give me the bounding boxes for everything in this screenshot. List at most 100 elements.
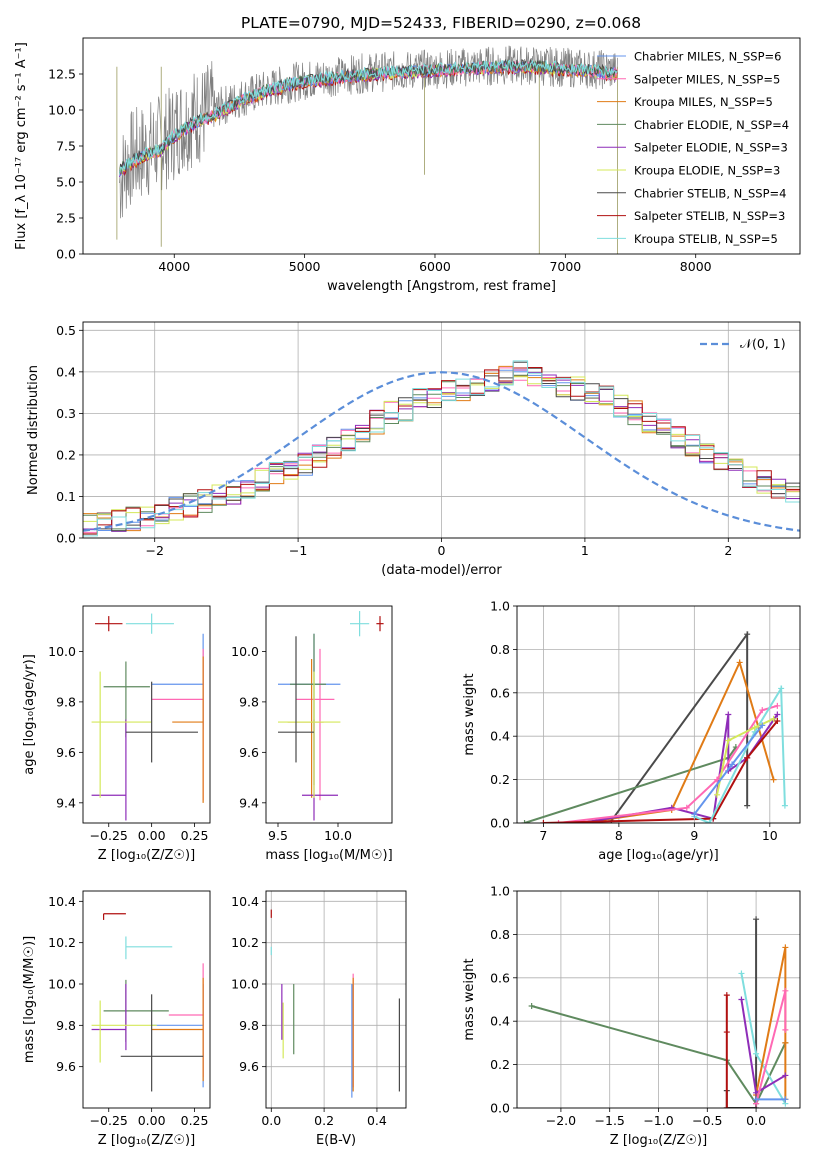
mass-weight-marker — [782, 944, 789, 951]
mass-weight-marker — [528, 1003, 535, 1010]
y-axis-label: age [log₁₀(age/yr)] — [22, 654, 37, 775]
y-tick-label: 9.6 — [239, 1059, 259, 1074]
mass-weight-line — [543, 720, 779, 823]
x-tick-label: 10.0 — [324, 828, 352, 843]
y-tick-label: 0.8 — [490, 642, 510, 657]
mass-weight-marker — [744, 631, 751, 638]
mass-weight-marker — [723, 1105, 730, 1108]
mass-weight-marker — [729, 761, 736, 768]
y-tick-label: 9.4 — [56, 795, 76, 810]
y-tick-label: 9.6 — [239, 745, 259, 760]
axes-frame — [82, 605, 211, 824]
normal-curve — [83, 371, 800, 532]
panel-weight-vs-Z: −2.0 −1.5 −1.0 −0.5 0.0 0.0 0.2 0.4 0.6 0.8 1.0 Z [… — [462, 884, 801, 1148]
x-axis-label: E(B-V) — [316, 1133, 356, 1148]
y-tick-label: 9.6 — [56, 745, 76, 760]
y-tick-label: 0.3 — [56, 406, 76, 421]
x-tick-label: 0.2 — [314, 1113, 334, 1128]
mass-weight-marker — [691, 811, 698, 818]
y-tick-label: 1.0 — [490, 884, 510, 899]
legend-label: Chabrier ELODIE, N_SSP=4 — [634, 118, 789, 132]
legend-label: 𝒩(0, 1) — [740, 336, 786, 351]
mass-weight-marker — [753, 1050, 760, 1057]
axes-frame — [516, 890, 801, 1109]
x-axis-label: Z [log₁₀(Z/Z☉)] — [610, 1133, 707, 1148]
y-tick-label: 10.4 — [48, 894, 76, 909]
mass-weight-marker — [713, 776, 720, 783]
y-tick-label: 0.1 — [56, 489, 76, 504]
residual-histogram — [83, 369, 800, 532]
y-tick-label: 0.0 — [490, 816, 510, 831]
axes-frame — [265, 890, 407, 1109]
x-axis-label: mass [log₁₀(M/M☉)] — [265, 848, 392, 863]
mass-weight-marker — [770, 776, 777, 783]
x-tick-label: −0.25 — [90, 828, 128, 843]
mass-weight-marker — [782, 1026, 789, 1033]
y-tick-label: 10.0 — [231, 644, 259, 659]
axes-frame — [82, 37, 801, 255]
mass-weight-marker — [770, 715, 777, 722]
y-tick-label: 0.2 — [56, 447, 76, 462]
y-axis-label: Normed distribution — [26, 365, 41, 495]
x-tick-label: −0.25 — [90, 1113, 128, 1128]
x-tick-label: 1 — [581, 543, 589, 558]
x-tick-label: −1.5 — [595, 1113, 625, 1128]
x-axis-label: Z [log₁₀(Z/Z☉)] — [98, 1133, 195, 1148]
panel-weight-vs-age: 7 8 9 10 0.0 0.2 0.4 0.6 0.8 1.0 age [log₁₀(age/yr… — [462, 599, 801, 863]
mass-weight-line — [531, 1005, 787, 1106]
mass-weight-marker — [759, 707, 766, 714]
panel-spectrum: 4000 5000 6000 7000 8000 0.0 2.5 5.0 7.5 10.0 12.5… — [14, 37, 801, 294]
mass-weight-marker — [774, 718, 781, 725]
residual-histogram — [83, 360, 800, 537]
y-tick-label: 7.5 — [56, 139, 76, 154]
x-axis-label: wavelength [Angstrom, rest frame] — [327, 279, 556, 294]
x-tick-label: 5000 — [289, 259, 321, 274]
legend-label: Chabrier MILES, N_SSP=6 — [634, 50, 781, 64]
x-tick-label: 0.0 — [261, 1113, 281, 1128]
panel-age-vs-mass: 9.5 10.0 9.4 9.6 9.8 10.0 mass [log₁₀(M/M☉)] — [231, 605, 393, 863]
x-tick-label: 0.0 — [746, 1113, 766, 1128]
y-tick-label: 0.0 — [56, 247, 76, 262]
y-tick-label: 0.6 — [490, 685, 510, 700]
mass-weight-marker — [723, 1029, 730, 1036]
x-tick-label: 9.5 — [268, 828, 288, 843]
mass-weight-marker — [723, 992, 730, 999]
y-tick-label: 0.4 — [56, 364, 76, 379]
mass-weight-marker — [753, 916, 760, 923]
x-tick-label: −2 — [145, 543, 163, 558]
panel-mass-vs-Z: −0.25 0.00 0.25 9.6 9.8 10.0 10.2 10.4 Z [log₁₀(… — [22, 890, 211, 1148]
x-tick-label: 10 — [762, 828, 778, 843]
y-tick-label: 9.8 — [56, 1018, 76, 1033]
plot-area-spectrum — [116, 45, 618, 254]
mass-weight-marker — [782, 1096, 789, 1103]
mass-weight-line — [524, 746, 737, 823]
mass-weight-line — [581, 659, 775, 823]
legend-label: Kroupa MILES, N_SSP=5 — [634, 95, 773, 109]
y-tick-label: 2.5 — [56, 211, 76, 226]
panel-age-vs-Z: −0.25 0.00 0.25 9.4 9.6 9.8 10.0 Z [log₁₀(Z/Z☉)… — [22, 605, 211, 863]
mass-weight-marker — [774, 702, 781, 709]
mass-weight-marker — [706, 820, 713, 823]
mass-weight-marker — [540, 820, 547, 823]
mass-weight-marker — [751, 724, 758, 731]
mass-weight-marker — [759, 722, 766, 729]
x-tick-label: 0 — [438, 543, 446, 558]
x-axis-label: (data-model)/error — [381, 563, 502, 578]
plot-area-weight-vs-Z — [528, 916, 789, 1108]
x-tick-label: 0.25 — [181, 1113, 209, 1128]
mass-weight-marker — [781, 802, 788, 809]
x-tick-label: 0.00 — [138, 828, 166, 843]
x-tick-label: 7000 — [549, 259, 581, 274]
x-tick-label: 0.25 — [181, 828, 209, 843]
y-tick-label: 0.2 — [490, 772, 510, 787]
mass-weight-marker — [782, 987, 789, 994]
mass-weight-marker — [713, 791, 720, 798]
y-tick-label: 10.0 — [48, 644, 76, 659]
figure-title: PLATE=0790, MJD=52433, FIBERID=0290, z=0… — [241, 14, 641, 32]
legend-label: Salpeter STELIB, N_SSP=3 — [634, 209, 785, 223]
axes-frame — [265, 605, 393, 824]
y-tick-label: 0.4 — [490, 1014, 510, 1029]
plot-area-age-vs-mass — [278, 611, 384, 821]
x-tick-label: 6000 — [419, 259, 451, 274]
